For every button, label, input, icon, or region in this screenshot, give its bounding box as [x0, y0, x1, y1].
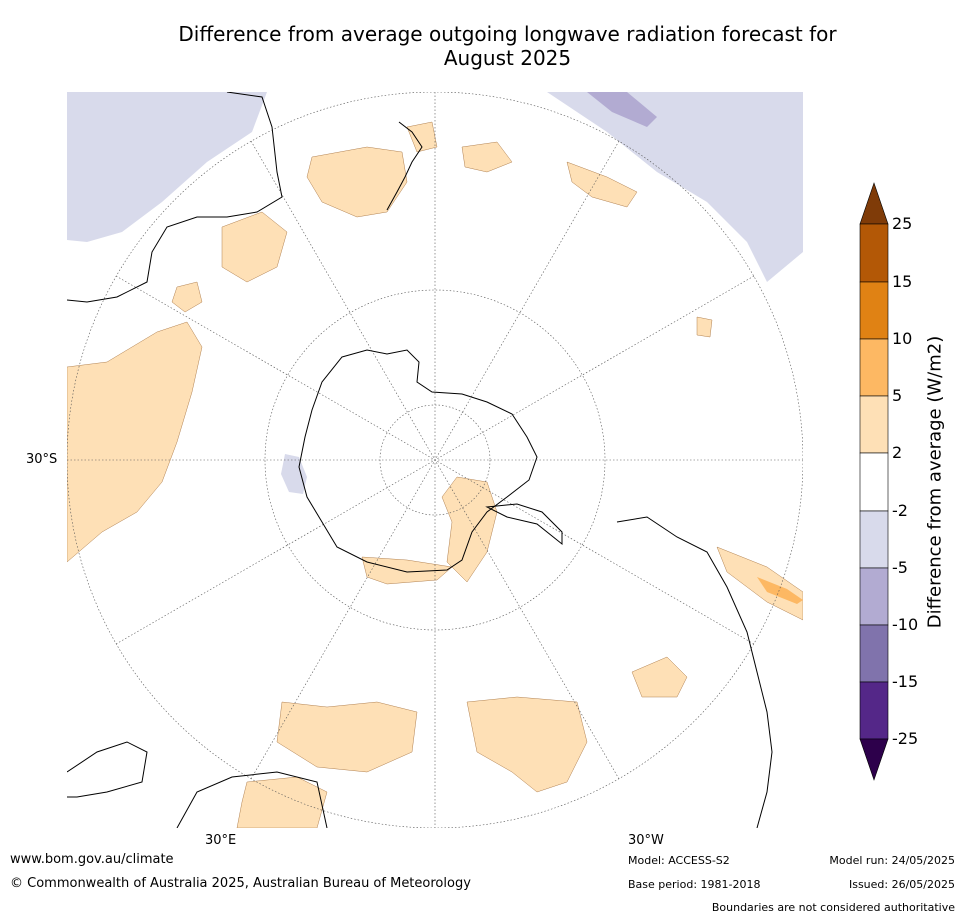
- chart-title: Difference from average outgoing longwav…: [0, 22, 965, 70]
- colorbar-band: [859, 681, 889, 740]
- anomaly-region-negative: [547, 92, 803, 282]
- colorbar-tick-label: -2: [892, 501, 908, 520]
- footer-model-run: Model run: 24/05/2025: [829, 854, 955, 867]
- anomaly-region-positive: [631, 656, 688, 698]
- title-line-1: Difference from average outgoing longwav…: [178, 22, 837, 46]
- colorbar-tick-label: 15: [892, 272, 913, 291]
- anomaly-region-negative: [67, 92, 267, 242]
- anomaly-region-positive: [461, 141, 513, 173]
- footer-url: www.bom.gov.au/climate: [10, 852, 174, 867]
- colorbar-tick-label: 5: [892, 386, 903, 405]
- africa-coastline: [67, 741, 328, 828]
- meridian-line: [115, 275, 755, 645]
- antarctic-peninsula-coastline: [485, 503, 563, 546]
- anomaly-region-positive: [566, 161, 638, 208]
- footer-issued: Issued: 26/05/2025: [848, 878, 955, 891]
- anomaly-region-positive: [221, 211, 288, 283]
- title-line-2: August 2025: [443, 46, 572, 70]
- new-zealand-coastline: [386, 121, 423, 211]
- colorbar-tick-label: 25: [892, 214, 913, 233]
- colorbar-band: [859, 624, 889, 683]
- footer-copyright: © Commonwealth of Australia 2025, Austra…: [10, 876, 471, 891]
- south-america-coastline: [616, 516, 773, 828]
- longitude-label-west: 30°W: [628, 833, 664, 848]
- graticule: [67, 92, 803, 828]
- anomaly-region-positive: [306, 146, 408, 218]
- colorbar-tick-label: 2: [892, 443, 903, 462]
- anomaly-region-positive: [171, 281, 203, 313]
- footer-model: Model: ACCESS-S2: [628, 854, 730, 867]
- colorbar-band: [859, 395, 889, 454]
- anomaly-region-positive: [716, 546, 803, 621]
- colorbar-band: [859, 510, 889, 569]
- anomaly-region-negative: [281, 454, 307, 494]
- colorbar-tick-label: 10: [892, 329, 913, 348]
- colorbar-band: [859, 223, 889, 283]
- polar-map: [67, 92, 803, 828]
- colorbar-tick-label: -10: [892, 615, 919, 634]
- colorbar-tick-label: -25: [892, 729, 919, 748]
- colorbar-band: [859, 338, 889, 397]
- longitude-label-east: 30°E: [205, 833, 237, 848]
- footer-disclaimer: Boundaries are not considered authoritat…: [711, 901, 955, 914]
- anomaly-region-positive: [67, 321, 203, 563]
- latitude-circle: [264, 289, 606, 631]
- colorbar-band: [859, 452, 889, 512]
- anomaly-region-positive: [441, 476, 498, 583]
- colorbar-label: Difference from average (W/m2): [924, 335, 946, 629]
- antarctica-coastline: [298, 349, 538, 573]
- latitude-label: 30°S: [26, 452, 58, 467]
- colorbar-tick-label: -5: [892, 558, 908, 577]
- coastlines: [67, 92, 773, 828]
- anomaly-region-positive: [276, 701, 418, 773]
- anomaly-region-positive: [696, 316, 713, 338]
- australia-coastline: [67, 92, 283, 303]
- colorbar-extend-top: [859, 182, 889, 225]
- anomaly-region-positive: [757, 577, 803, 604]
- colorbar-band: [859, 281, 889, 340]
- colorbar-tick-label: -15: [892, 672, 919, 691]
- anomaly-region-negative: [587, 92, 657, 127]
- anomaly-region-positive: [361, 556, 453, 585]
- colorbar-extend-bottom: [859, 738, 889, 781]
- colorbar-band: [859, 567, 889, 626]
- anomaly-region-positive: [466, 696, 588, 793]
- footer-base-period: Base period: 1981-2018: [628, 878, 761, 891]
- colorbar: [859, 182, 889, 781]
- anomaly-region-positive: [406, 121, 438, 153]
